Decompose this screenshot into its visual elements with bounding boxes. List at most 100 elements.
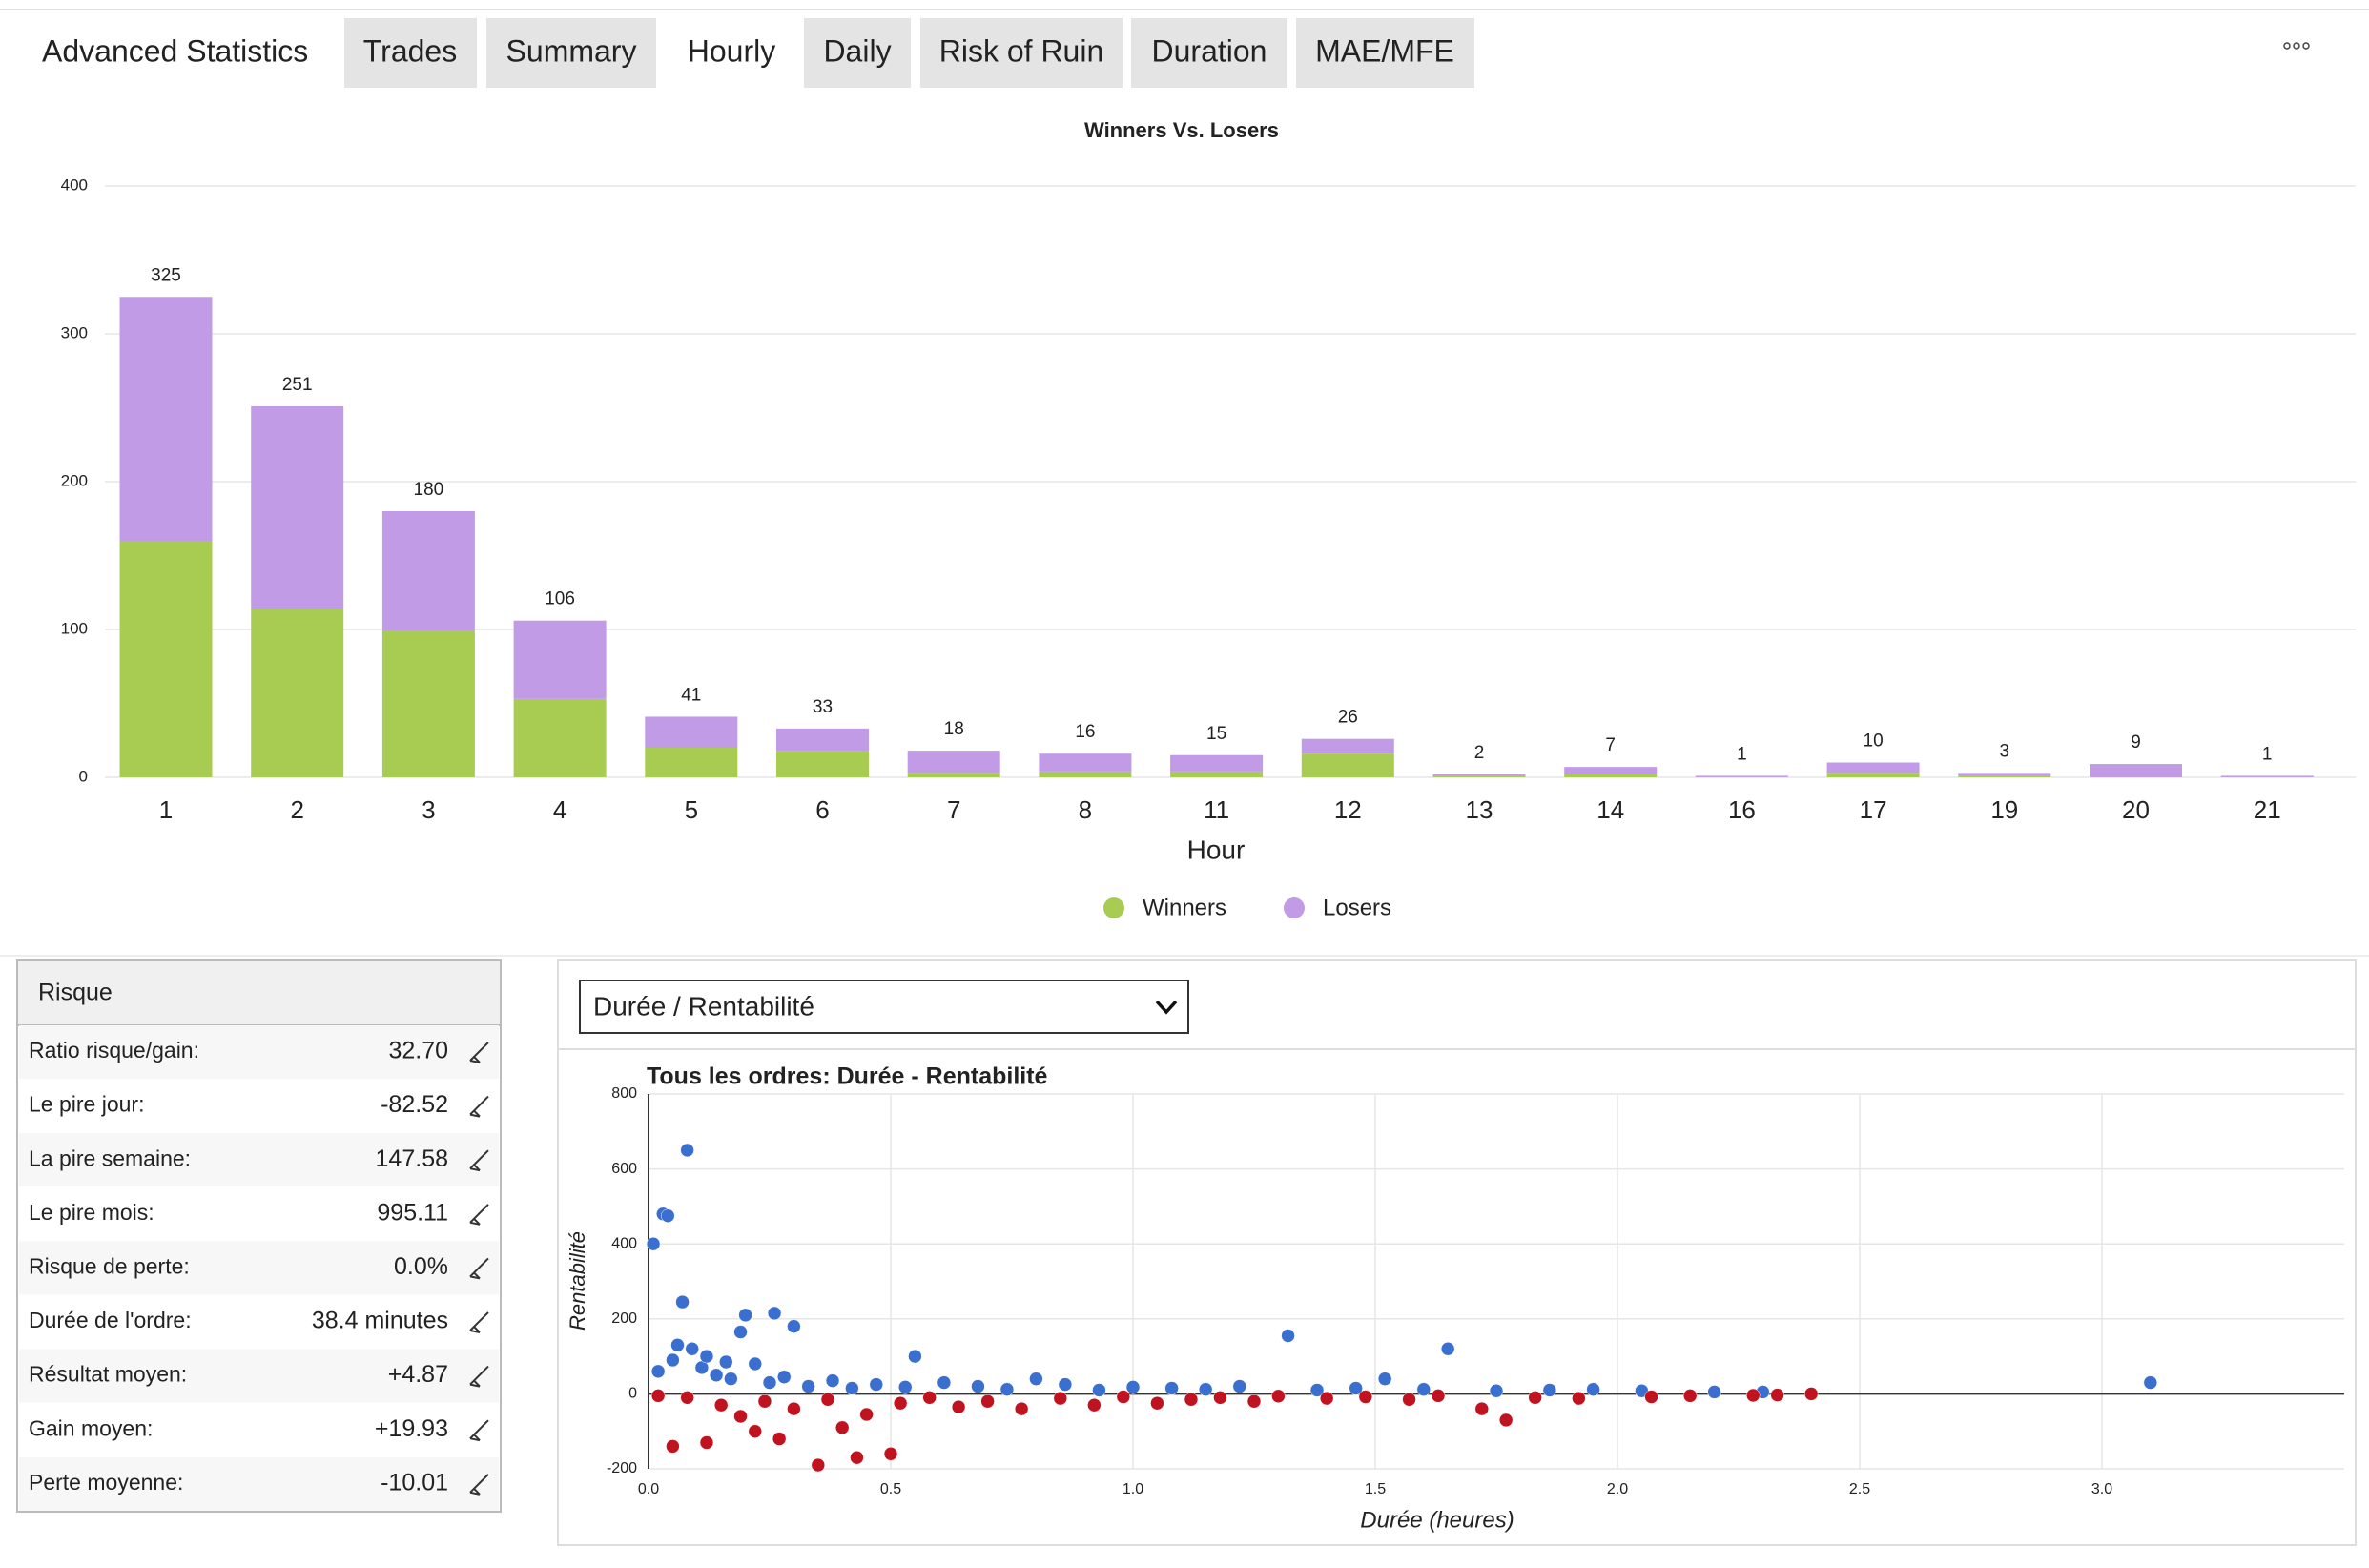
x-tick-label: 0.0 [638, 1481, 659, 1497]
x-tick-label: 6 [815, 795, 829, 824]
edit-icon[interactable] [469, 1365, 489, 1388]
scatter-point [1232, 1379, 1247, 1393]
scatter-point [820, 1393, 835, 1407]
scatter-point [1271, 1389, 1286, 1404]
y-tick-label: 400 [61, 175, 88, 194]
scatter-point [999, 1382, 1015, 1396]
x-tick-label: 1 [159, 795, 173, 824]
tab-label[interactable]: Duration [1152, 33, 1267, 68]
scatter-point [709, 1368, 724, 1382]
more-menu[interactable] [2283, 42, 2310, 50]
bar-total-label: 251 [282, 375, 313, 395]
tab-label[interactable]: Advanced Statistics [42, 33, 308, 68]
risk-rows: Ratio risque/gain: 32.70 Le pire jour: -82.… [19, 1025, 499, 1511]
tab-label[interactable]: Trades [363, 33, 457, 68]
bar-total-label: 15 [1206, 724, 1226, 744]
scatter-point [1309, 1383, 1325, 1397]
bar-segment [1039, 771, 1132, 777]
tab-label[interactable]: Risk of Ruin [939, 33, 1104, 68]
edit-icon[interactable] [469, 1149, 489, 1172]
edit-icon[interactable] [469, 1311, 489, 1333]
scatter-point [1770, 1388, 1784, 1402]
edit-icon[interactable] [469, 1419, 489, 1442]
x-tick-label: 7 [947, 795, 960, 824]
scatter-point [908, 1349, 922, 1364]
scatter-point [661, 1208, 675, 1223]
edit-icon[interactable] [469, 1474, 489, 1496]
scatter-point [1572, 1391, 1586, 1406]
bar-total-label: 41 [681, 685, 701, 705]
legend-marker [1103, 897, 1124, 918]
scatter-point [767, 1306, 782, 1321]
x-tick-label: 3 [422, 795, 435, 824]
dropdown-label[interactable]: Durée / Rentabilité [593, 991, 814, 1021]
tab[interactable] [486, 18, 656, 88]
scatter-point [1402, 1393, 1416, 1407]
row-value: -82.52 [381, 1091, 448, 1118]
bar-total-label: 18 [944, 719, 964, 739]
y-tick-label: 100 [61, 619, 88, 637]
x-axis-title: Hour [1187, 835, 1246, 864]
scatter-point [1087, 1397, 1102, 1413]
scatter-point [1707, 1385, 1721, 1399]
y-tick-label: 0 [628, 1386, 637, 1402]
row-value: -10.01 [381, 1469, 448, 1496]
bar-segment [1301, 753, 1394, 777]
edit-icon[interactable] [469, 1095, 489, 1118]
scatter-point [733, 1325, 748, 1339]
tab-label[interactable]: MAE/MFE [1315, 33, 1454, 68]
scatter-point [719, 1354, 733, 1370]
scatter-point [1528, 1391, 1542, 1405]
tab[interactable] [804, 18, 911, 88]
x-tick-label: 11 [1204, 795, 1229, 824]
scatter-point [646, 1236, 661, 1251]
edit-icon[interactable] [469, 1042, 489, 1063]
bar-segment [1170, 754, 1264, 772]
scatter-point [1498, 1413, 1514, 1428]
y-tick-label: 800 [611, 1085, 637, 1102]
scatter-point [650, 1364, 666, 1379]
tab-label-active[interactable]: Hourly [688, 33, 775, 68]
x-tick-label: 0.5 [880, 1481, 901, 1497]
bar-segment [1170, 771, 1264, 777]
scatter-point [980, 1394, 995, 1409]
tab-label[interactable]: Daily [823, 33, 891, 68]
scatter-point [1440, 1341, 1455, 1356]
bar-segment [776, 728, 869, 752]
scatter-point [2143, 1375, 2158, 1390]
scatter-point [1029, 1372, 1043, 1386]
bar-total-label: 325 [151, 265, 181, 285]
bar-total-label: 7 [1605, 735, 1616, 755]
scatter-point [1058, 1377, 1073, 1392]
bar-segment [2220, 775, 2314, 777]
scatter-point [1319, 1391, 1334, 1406]
tab[interactable] [344, 18, 477, 88]
tab[interactable] [920, 18, 1123, 88]
edit-icon[interactable] [469, 1204, 489, 1226]
row-label: Durée de l'ordre: [29, 1308, 192, 1332]
dropdown[interactable] [579, 980, 1189, 1034]
scatter-point [1150, 1395, 1164, 1411]
edit-icon[interactable] [469, 1257, 489, 1280]
dropdown-chevron[interactable] [1155, 1000, 1178, 1015]
legend-label: Losers [1323, 895, 1391, 920]
scatter-point [787, 1401, 801, 1416]
bar-segment [1564, 774, 1658, 777]
bar-total-label: 3 [2000, 741, 2010, 761]
bar-total-label: 1 [1737, 744, 1747, 764]
bar-segment [1432, 774, 1526, 776]
y-tick-label: 0 [79, 767, 88, 785]
scatter-point [1474, 1401, 1490, 1416]
bar-total-label: 9 [2131, 732, 2141, 753]
row-shade [19, 1025, 499, 1079]
bar-total-label: 33 [813, 697, 833, 717]
row-value: 38.4 minutes [312, 1308, 448, 1334]
tab[interactable] [1296, 18, 1474, 88]
scatter-point [699, 1349, 714, 1364]
x-tick-label: 19 [1990, 795, 2018, 824]
row-value: 147.58 [376, 1145, 448, 1172]
tab[interactable] [1131, 18, 1288, 88]
tab-label[interactable]: Summary [506, 33, 637, 68]
y-axis-title: Rentabilité [566, 1231, 589, 1331]
scatter-point [666, 1352, 680, 1368]
